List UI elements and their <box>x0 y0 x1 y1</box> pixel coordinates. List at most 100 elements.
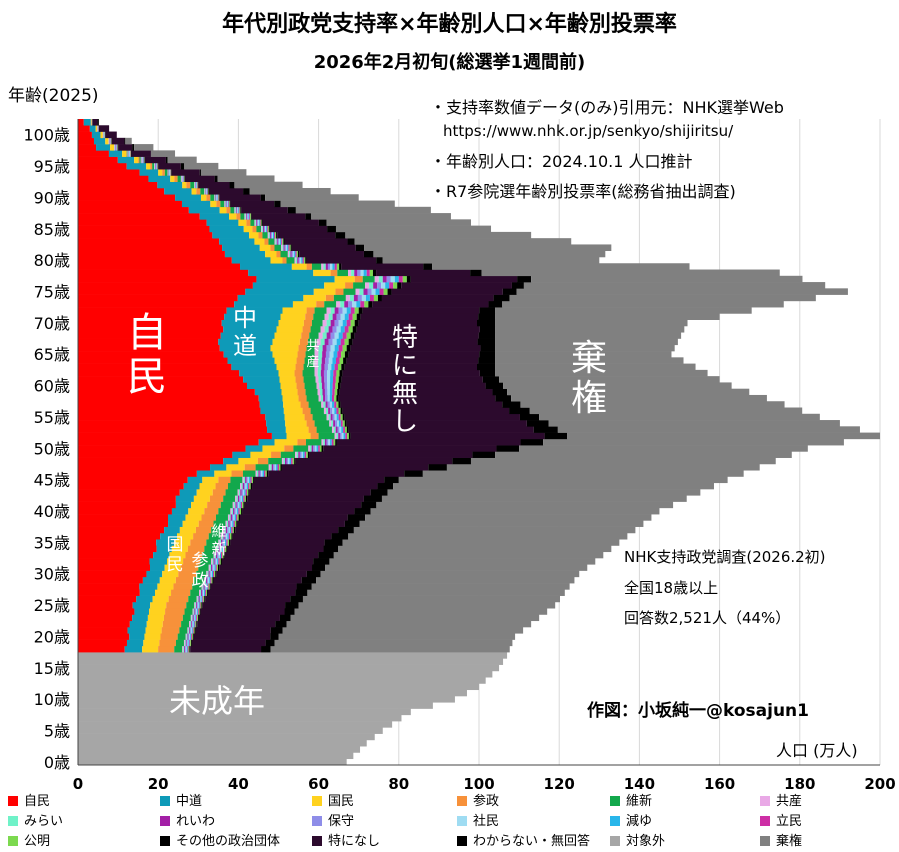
bar-sansei <box>175 576 195 584</box>
bar-komei <box>340 413 343 421</box>
y-tick-label: 50歳 <box>34 439 70 458</box>
legend-swatch <box>457 836 467 846</box>
bar-kokumin <box>243 225 253 233</box>
y-tick-label: 40歳 <box>34 502 70 521</box>
bar-mirai <box>320 388 323 396</box>
bar-hoshu <box>231 514 234 521</box>
bar-jimin <box>78 489 180 496</box>
bar-chudo <box>132 601 151 609</box>
bar-kyosan <box>294 256 296 264</box>
bar-mirai <box>322 332 327 339</box>
bar-kyosan <box>240 482 242 490</box>
bar-chudo <box>153 551 170 559</box>
bar-komei <box>260 219 262 226</box>
bar-kokumin <box>226 463 245 471</box>
bar-tokuninashi <box>381 294 494 302</box>
bar-mirai <box>229 514 231 521</box>
bar-sansei <box>306 307 315 314</box>
legend-label: 中道 <box>176 794 203 809</box>
bar-reiwa <box>353 294 358 302</box>
bar-sansei <box>294 369 303 377</box>
bar-tokuninashi <box>348 351 480 358</box>
bar-tokuninashi <box>235 526 339 534</box>
bar-jimin <box>78 589 140 596</box>
bar-wakaranai <box>519 413 540 421</box>
bar-reiwa <box>196 601 197 609</box>
bar-kyosan <box>315 376 319 383</box>
bar-ishin <box>274 244 282 252</box>
bar-mirai <box>317 369 321 377</box>
bar-kiken <box>354 238 572 245</box>
bar-mirai <box>236 495 238 502</box>
bar-kokumin <box>110 144 115 151</box>
bar-sonota <box>350 332 355 339</box>
bar-rikken <box>228 532 231 540</box>
bar-ishin <box>208 532 221 540</box>
bar-kyosan <box>365 282 370 289</box>
bar-komei <box>224 545 227 553</box>
bar-kiken <box>495 332 682 339</box>
bar-komei <box>344 338 349 346</box>
bar-wakaranai <box>318 219 327 226</box>
y-tick-label: 90歳 <box>34 188 70 207</box>
bar-jimin <box>78 633 130 640</box>
bar-genzei <box>329 388 333 396</box>
bar-genzei <box>211 570 214 578</box>
bar-jimin <box>78 125 90 132</box>
bar-shamin <box>342 307 347 314</box>
bar-rikken <box>288 244 290 252</box>
bar-chudo <box>179 489 197 496</box>
bar-chudo <box>265 413 285 421</box>
bar-kokumin <box>285 420 307 427</box>
bar-shamin <box>227 200 228 208</box>
bar-kyosan <box>227 514 230 521</box>
bar-kokumin <box>100 131 103 139</box>
bar-chudo <box>252 282 325 289</box>
bar-chudo <box>156 539 175 546</box>
bar-genzei <box>330 369 334 377</box>
bar-sansei <box>252 225 257 233</box>
bar-tokuninashi <box>352 338 478 346</box>
bar-tokuninashi <box>254 476 385 484</box>
bar-jimin <box>78 263 241 270</box>
bar-genzei <box>204 589 205 596</box>
bar-ishin <box>305 388 318 396</box>
bar-jimin <box>78 137 94 145</box>
bar-tokuninashi <box>295 457 453 465</box>
chart-title: 年代別政党支持率×年齢別人口×年齢別投票率 <box>222 12 677 37</box>
chart-subtitle: 2026年2月初旬(総選挙1週間前) <box>313 52 586 73</box>
bar-tokuninashi <box>323 445 497 452</box>
bar-sansei <box>302 325 311 333</box>
legend-label: みらい <box>24 814 64 829</box>
bar-genzei <box>331 363 335 371</box>
bar-genzei <box>338 332 343 339</box>
bar-shamin <box>381 282 386 289</box>
bar-jimin <box>78 250 225 258</box>
bar-reiwa <box>321 382 325 389</box>
source-note-1: ・支持率数値データ(のみ)引用元：NHK選挙Web <box>430 98 784 117</box>
bar-mirai <box>222 532 224 540</box>
bar-genzei <box>193 620 195 628</box>
bar-sonota <box>338 401 341 408</box>
bar-genzei <box>343 432 346 440</box>
bar-kiken <box>495 338 678 346</box>
bar-shamin <box>352 300 357 308</box>
bar-sonota <box>356 313 361 320</box>
bar-jimin <box>78 451 233 458</box>
bar-kokumin <box>249 231 259 239</box>
bar-reiwa <box>332 313 337 320</box>
bar-sonota <box>342 413 345 421</box>
bar-shamin <box>337 420 339 427</box>
bar-hoshu <box>334 319 339 327</box>
bar-chudo <box>157 181 183 189</box>
bar-tokuninashi <box>249 489 371 496</box>
bar-kokumin <box>199 482 216 490</box>
x-tick-label: 140 <box>624 775 655 793</box>
bar-reiwa <box>326 332 331 339</box>
bar-sansei <box>270 244 275 252</box>
bar-sonota <box>305 256 307 264</box>
bar-komei <box>342 344 347 352</box>
bar-reiwa <box>256 219 258 226</box>
bar-mirai <box>328 413 331 421</box>
bar-sonota <box>335 438 337 446</box>
